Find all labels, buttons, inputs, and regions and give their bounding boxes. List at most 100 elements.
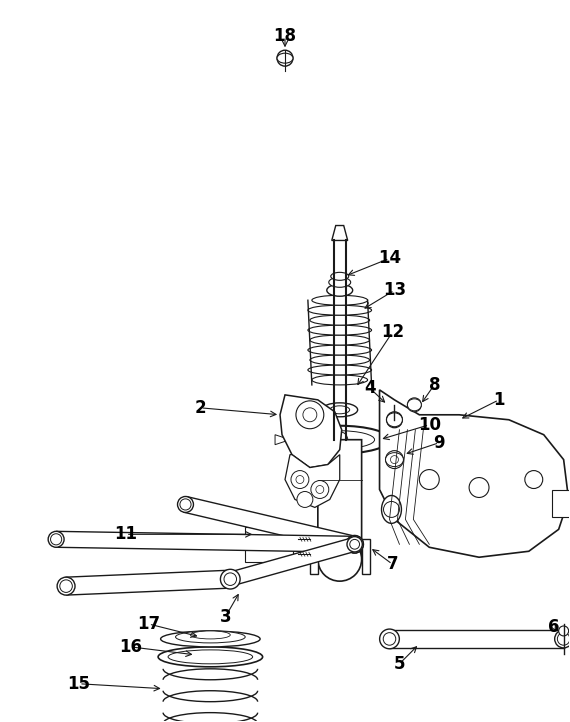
Ellipse shape	[330, 406, 349, 414]
Ellipse shape	[329, 277, 351, 287]
Circle shape	[559, 626, 569, 636]
Ellipse shape	[305, 431, 374, 448]
Circle shape	[332, 432, 348, 448]
Ellipse shape	[347, 536, 363, 552]
Bar	[552, 490, 569, 518]
Ellipse shape	[57, 577, 75, 595]
Ellipse shape	[310, 335, 369, 345]
Ellipse shape	[168, 650, 253, 664]
Circle shape	[420, 469, 439, 490]
Circle shape	[51, 534, 62, 545]
Text: 16: 16	[119, 638, 142, 656]
Text: 4: 4	[364, 379, 376, 397]
Polygon shape	[310, 539, 318, 574]
Ellipse shape	[290, 426, 389, 453]
Polygon shape	[361, 539, 369, 574]
Ellipse shape	[381, 495, 401, 523]
Circle shape	[349, 539, 360, 550]
Circle shape	[385, 451, 404, 469]
Ellipse shape	[310, 355, 369, 365]
Circle shape	[225, 574, 235, 584]
Ellipse shape	[190, 631, 230, 639]
Ellipse shape	[322, 403, 357, 417]
Text: 11: 11	[114, 526, 137, 544]
Circle shape	[557, 632, 570, 645]
Polygon shape	[184, 497, 356, 552]
Ellipse shape	[308, 325, 372, 335]
Polygon shape	[318, 440, 361, 574]
Ellipse shape	[277, 53, 293, 63]
Circle shape	[291, 471, 309, 489]
Circle shape	[303, 408, 317, 422]
Ellipse shape	[308, 365, 372, 375]
Text: 13: 13	[383, 282, 406, 300]
Circle shape	[383, 632, 396, 645]
Ellipse shape	[346, 536, 364, 553]
Ellipse shape	[161, 631, 260, 647]
Circle shape	[469, 477, 489, 497]
Polygon shape	[332, 225, 348, 240]
Text: 9: 9	[433, 434, 445, 452]
Ellipse shape	[555, 630, 570, 648]
Ellipse shape	[223, 572, 237, 586]
Circle shape	[408, 398, 421, 412]
Circle shape	[296, 476, 304, 484]
Text: 17: 17	[137, 615, 160, 633]
Circle shape	[386, 412, 402, 427]
Text: 7: 7	[386, 555, 398, 573]
Ellipse shape	[48, 531, 64, 547]
Polygon shape	[229, 538, 357, 586]
Circle shape	[224, 573, 237, 586]
Circle shape	[293, 549, 303, 560]
Text: 15: 15	[67, 675, 91, 692]
Polygon shape	[389, 630, 564, 648]
Text: 18: 18	[274, 27, 296, 45]
Polygon shape	[380, 390, 569, 557]
Ellipse shape	[346, 536, 364, 553]
Circle shape	[297, 492, 313, 508]
Text: 10: 10	[418, 416, 441, 434]
Text: 12: 12	[381, 323, 404, 341]
Ellipse shape	[158, 647, 263, 667]
Ellipse shape	[331, 272, 349, 280]
Circle shape	[293, 534, 303, 544]
Circle shape	[316, 485, 324, 494]
Ellipse shape	[380, 629, 400, 649]
Ellipse shape	[310, 316, 369, 325]
Text: 14: 14	[378, 249, 401, 267]
Text: 6: 6	[548, 618, 559, 636]
Circle shape	[296, 401, 324, 429]
Ellipse shape	[408, 399, 421, 411]
Polygon shape	[275, 435, 290, 445]
Text: 3: 3	[219, 608, 231, 626]
Ellipse shape	[177, 497, 193, 513]
Ellipse shape	[385, 453, 404, 466]
Circle shape	[60, 580, 72, 593]
Circle shape	[349, 539, 360, 550]
Circle shape	[525, 471, 543, 489]
Circle shape	[318, 537, 361, 581]
Ellipse shape	[312, 295, 368, 305]
Text: 2: 2	[194, 399, 206, 417]
Ellipse shape	[386, 413, 402, 427]
Ellipse shape	[221, 569, 240, 589]
Circle shape	[390, 456, 398, 464]
Text: 8: 8	[429, 376, 440, 394]
Ellipse shape	[327, 284, 353, 296]
Ellipse shape	[312, 375, 368, 385]
Text: 5: 5	[394, 655, 405, 673]
Polygon shape	[66, 570, 231, 595]
Circle shape	[180, 499, 191, 510]
Circle shape	[350, 539, 360, 549]
Bar	[245, 527, 293, 562]
Circle shape	[277, 51, 293, 66]
Polygon shape	[56, 531, 355, 552]
Polygon shape	[285, 455, 340, 508]
Ellipse shape	[176, 631, 245, 643]
Ellipse shape	[308, 345, 372, 355]
Circle shape	[311, 481, 329, 498]
Ellipse shape	[308, 305, 372, 316]
Circle shape	[384, 502, 400, 518]
Polygon shape	[280, 395, 342, 468]
Text: 1: 1	[493, 391, 504, 409]
